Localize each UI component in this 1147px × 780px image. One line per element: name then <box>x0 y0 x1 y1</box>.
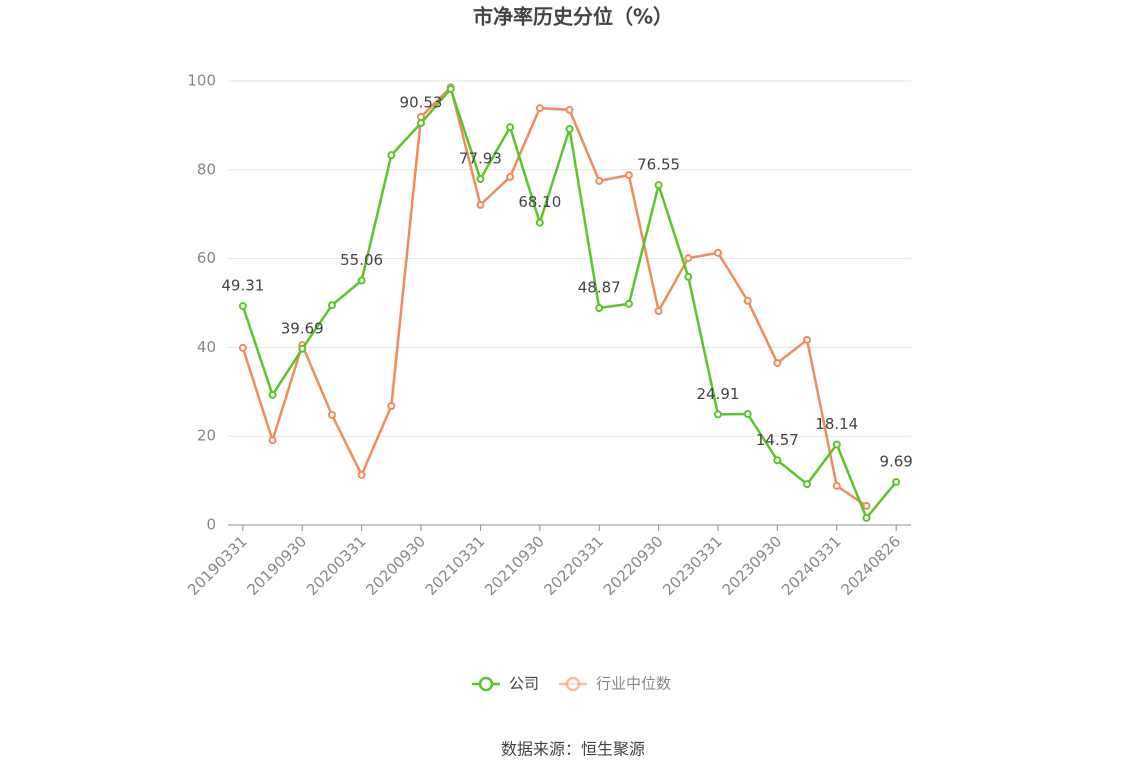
point <box>268 436 277 445</box>
point <box>803 480 812 489</box>
point <box>773 456 782 465</box>
point <box>773 358 782 367</box>
point <box>357 470 366 479</box>
point <box>832 440 841 449</box>
data-label: 18.14 <box>815 415 858 433</box>
point <box>654 306 663 315</box>
x-tick-label: 20210331 <box>422 532 489 599</box>
point <box>535 104 544 113</box>
chart-title: 市净率历史分位（%） <box>473 5 673 29</box>
point <box>803 335 812 344</box>
point <box>476 200 485 209</box>
point <box>595 304 604 313</box>
point <box>298 344 307 353</box>
x-tick-label: 20230331 <box>659 532 726 599</box>
point <box>595 176 604 185</box>
data-label: 14.57 <box>756 431 799 449</box>
point <box>535 218 544 227</box>
x-tick-label: 20220930 <box>600 532 667 599</box>
point <box>565 105 574 114</box>
data-label: 39.69 <box>281 319 324 337</box>
point <box>476 174 485 183</box>
point <box>743 296 752 305</box>
point <box>387 402 396 411</box>
point <box>624 299 633 308</box>
data-label: 68.10 <box>518 193 561 211</box>
legend-label: 行业中位数 <box>596 675 671 693</box>
point <box>684 254 693 263</box>
point <box>506 172 515 181</box>
point <box>417 119 426 128</box>
point <box>238 302 247 311</box>
x-tick-label: 20220331 <box>540 532 607 599</box>
data-label: 24.91 <box>697 385 740 403</box>
point <box>446 84 455 93</box>
data-label: 77.93 <box>459 149 502 167</box>
data-label: 9.69 <box>879 452 912 470</box>
x-tick-label: 20240826 <box>837 532 904 599</box>
series-line <box>241 86 898 521</box>
point <box>713 248 722 257</box>
x-tick-label: 20200331 <box>303 532 370 599</box>
point <box>892 477 901 486</box>
point <box>862 501 871 510</box>
point <box>238 343 247 352</box>
point <box>357 276 366 285</box>
x-tick-label: 20240331 <box>778 532 845 599</box>
data-label: 90.53 <box>400 94 443 112</box>
x-tick-label: 20190331 <box>184 532 251 599</box>
point <box>832 481 841 490</box>
x-tick-label: 20210930 <box>481 532 548 599</box>
point <box>268 390 277 399</box>
point <box>565 124 574 133</box>
legend-label: 公司 <box>509 675 539 693</box>
y-tick-label: 60 <box>197 249 216 267</box>
y-tick-label: 80 <box>197 160 216 178</box>
y-tick-label: 40 <box>197 338 216 356</box>
series-line <box>241 84 868 507</box>
y-tick-label: 0 <box>206 516 216 534</box>
data-label: 55.06 <box>340 251 383 269</box>
point <box>387 151 396 160</box>
point <box>654 181 663 190</box>
point <box>327 301 336 310</box>
data-label: 48.87 <box>578 279 621 297</box>
y-tick-label: 20 <box>197 427 216 445</box>
point <box>684 272 693 281</box>
point <box>713 410 722 419</box>
x-tick-label: 20230930 <box>719 532 786 599</box>
source: 数据来源：恒生聚源 <box>501 740 645 759</box>
legend-marker <box>478 676 494 692</box>
y-tick-label: 100 <box>187 72 216 90</box>
data-label: 76.55 <box>637 156 680 174</box>
legend-marker <box>565 676 581 692</box>
point <box>506 123 515 132</box>
point <box>327 410 336 419</box>
point <box>743 410 752 418</box>
x-tick-label: 20190930 <box>244 532 311 599</box>
data-label: 49.31 <box>221 277 264 295</box>
point <box>624 171 633 180</box>
x-tick-label: 20200930 <box>362 532 429 599</box>
point <box>862 513 871 522</box>
